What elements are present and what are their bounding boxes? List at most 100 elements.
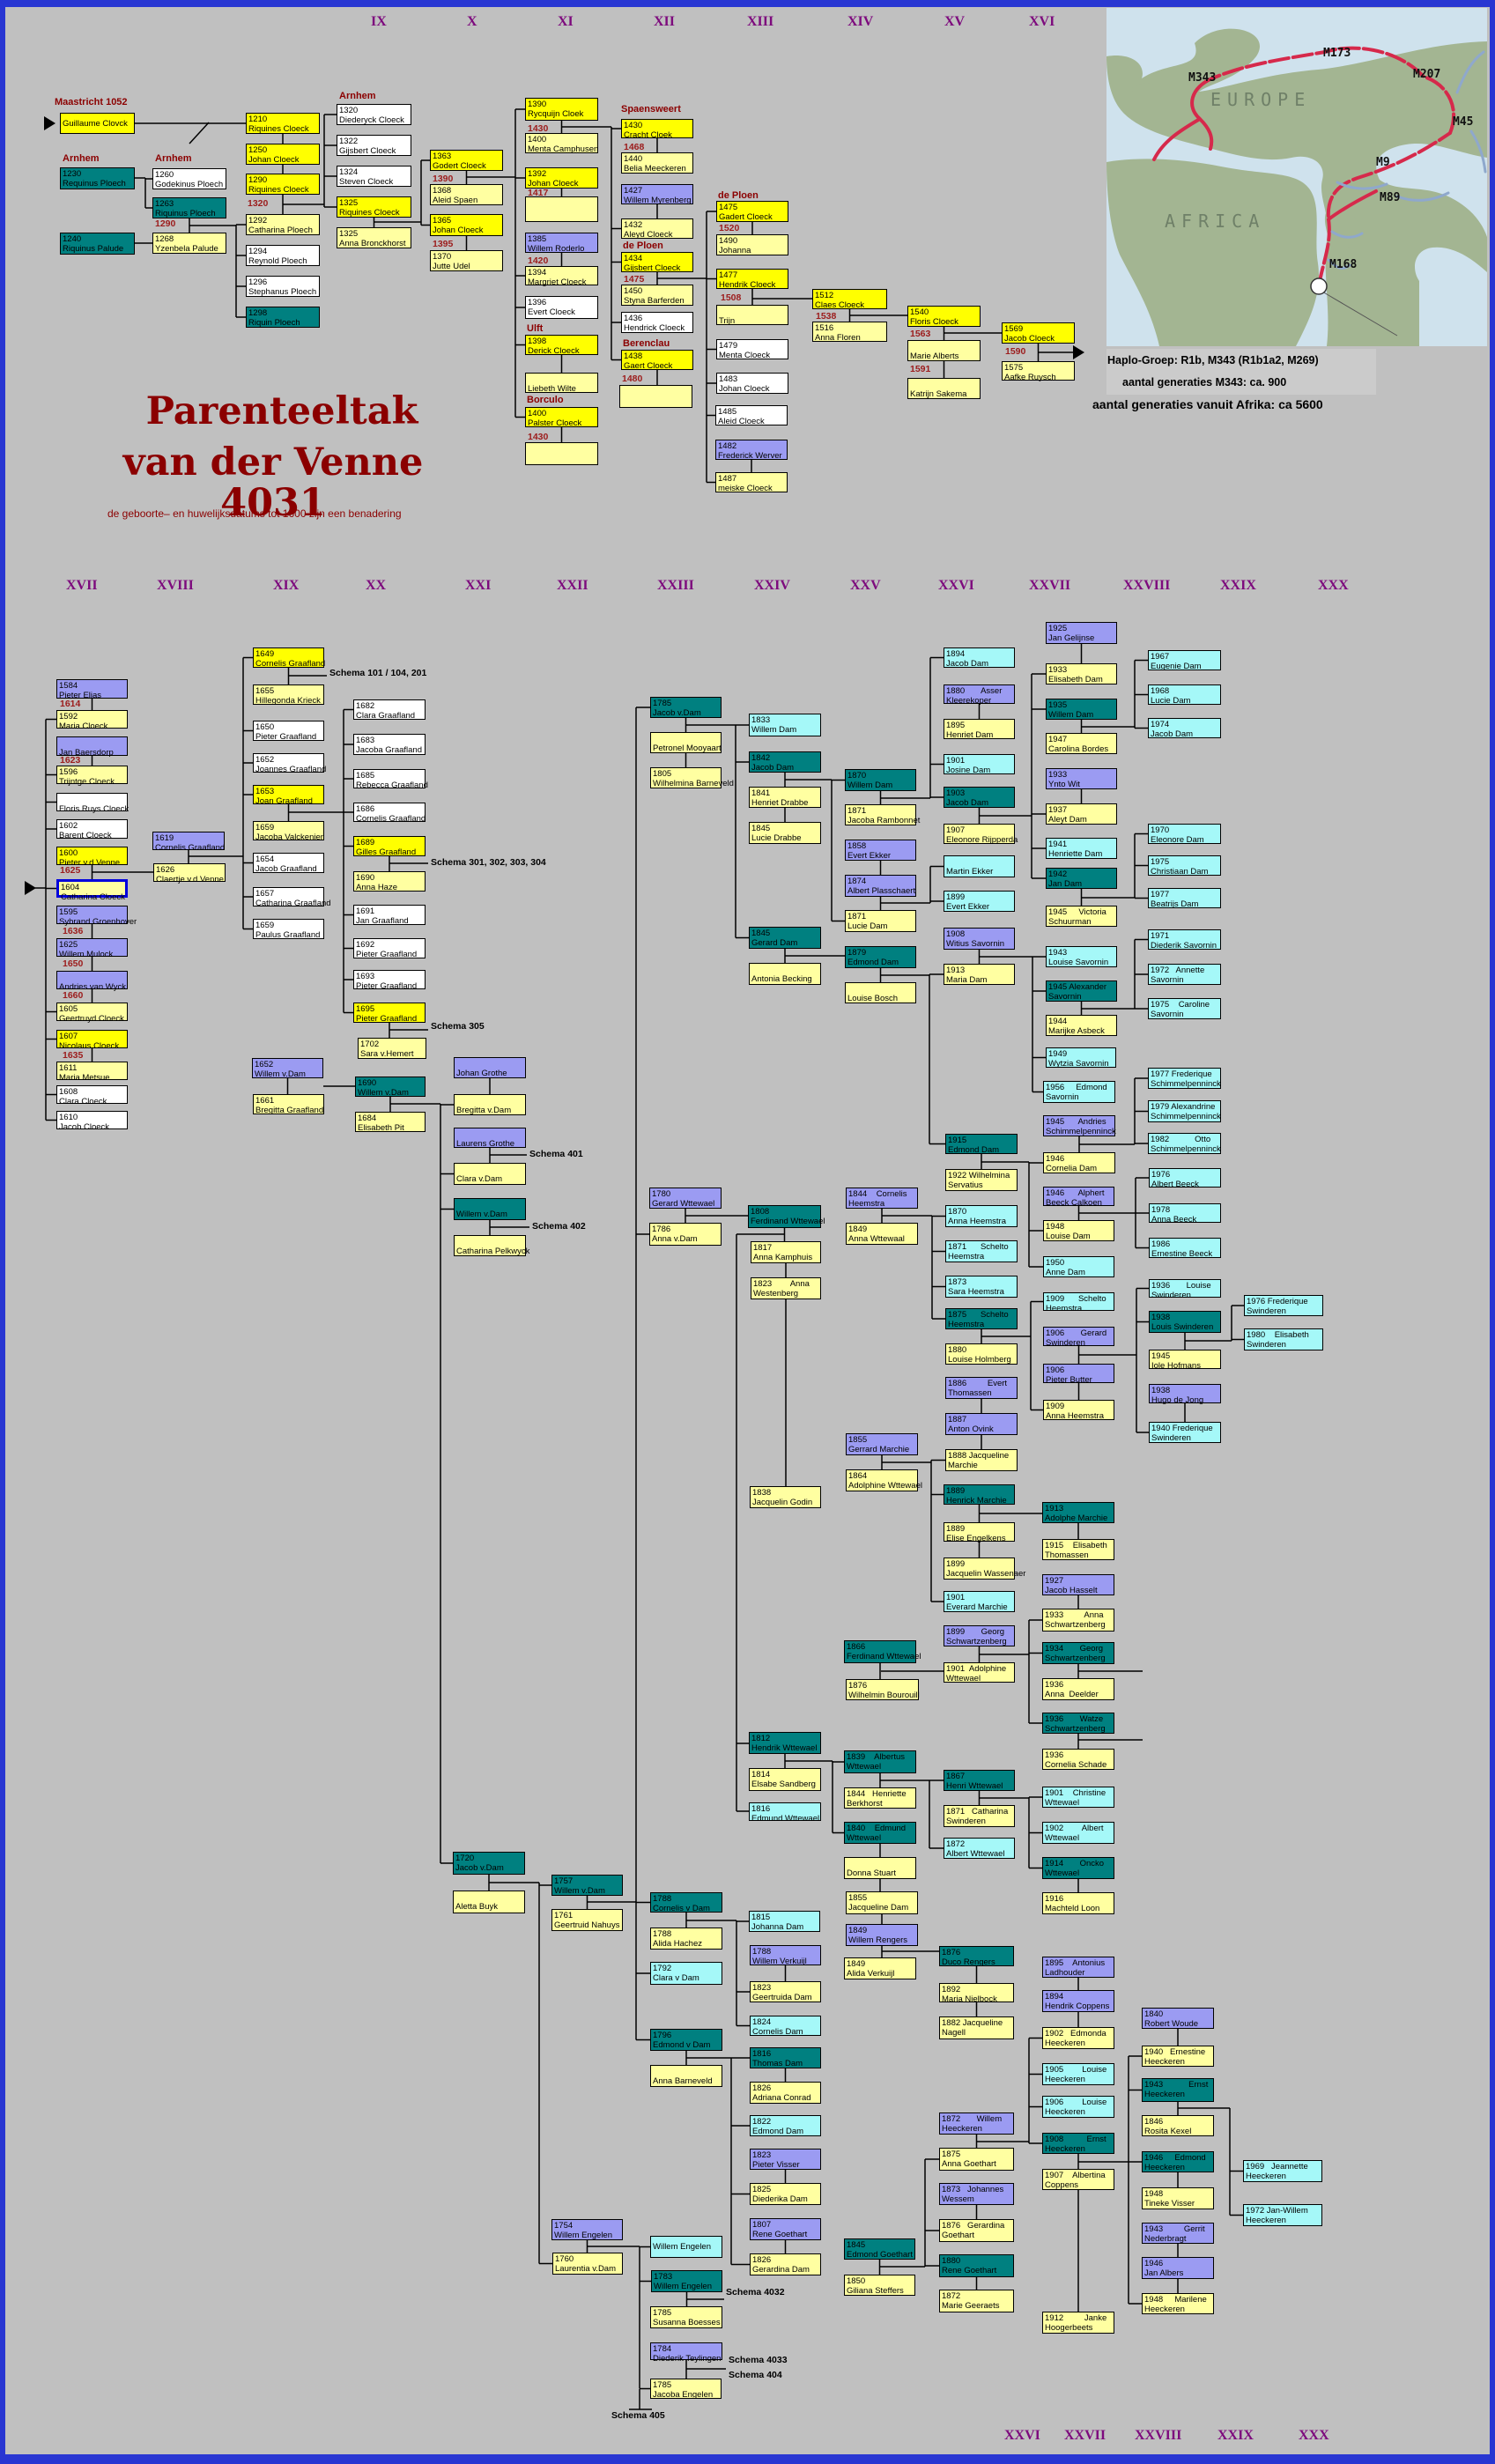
marriage-year-label: 1395 (433, 239, 454, 249)
generation-header-xxi: XXI (465, 578, 492, 593)
person-year: 1971 (1151, 931, 1170, 941)
person-box: 1760 Laurentia v.Dam (552, 2253, 623, 2275)
continuation-arrow-icon (25, 881, 36, 895)
generation-header-xiv: XIV (847, 14, 874, 29)
person-box: 1936 Anna Deelder (1042, 1678, 1114, 1700)
person-year: 1477 (719, 270, 738, 280)
person-year: 1895 Antonius (1045, 1958, 1106, 1968)
person-year: 1940 Frederique (1151, 1424, 1213, 1433)
generation-header-xii: XII (654, 14, 676, 29)
person-year: 1909 Schelto (1046, 1294, 1106, 1304)
person-box: Petronel Mooyaart (650, 732, 722, 753)
person-box: 1901 Adolphine Wttewael (944, 1662, 1015, 1683)
person-year: 1325 (339, 198, 359, 208)
connector-line (189, 122, 210, 144)
page-title-line1: Parenteeltak (145, 389, 418, 433)
person-box: 1936 Watze Schwartzenberg (1042, 1713, 1114, 1734)
person-year (719, 307, 786, 316)
person-name: Thomassen (948, 1388, 992, 1398)
person-year: 1485 (718, 407, 737, 417)
person-box: 1948 Marilene Heeckeren (1142, 2293, 1214, 2314)
person-box: Willem Engelen (650, 2236, 722, 2258)
person-box: Catharina Pelkwyck (454, 1235, 529, 1256)
person-box: 1839 Albertus Wttewael (844, 1750, 916, 1773)
person-name: Anna Barneveld (653, 2076, 713, 2086)
person-box: 1450 Styna Barferden (621, 285, 693, 306)
person-year: 1876 (942, 1948, 961, 1957)
person-name: Savornin (1151, 1010, 1184, 1019)
person-box (525, 196, 598, 222)
person-year: 1686 (356, 804, 375, 814)
person-name: Frederick Werver (718, 451, 782, 461)
place-label: Spaensweert (621, 104, 681, 115)
person-box: 1975 Christiaan Dam (1148, 855, 1221, 877)
person-name: Gadert Cloeck (719, 212, 773, 222)
person-name: Joannes Graafland (255, 765, 327, 774)
person-year: 1943 (1048, 948, 1068, 958)
person-box: 1398 Derick Cloeck (525, 335, 598, 356)
person-name: Edmond Dam (752, 2127, 804, 2136)
person-year: 1685 (356, 771, 375, 781)
person-year: 1396 (528, 298, 547, 307)
person-name: Willem Mulock (59, 950, 114, 959)
person-name: Aleyd Cloeck (624, 230, 673, 240)
person-name: Willem v.Dam (554, 1886, 605, 1896)
person-box: 1972 Annette Savornin (1148, 964, 1221, 985)
marriage-year-label: 1468 (624, 142, 645, 152)
person-name: Reynold Ploech (248, 256, 307, 266)
schema-label: Schema 101 / 104, 201 (329, 668, 427, 678)
person-name: Jacob Dam (1151, 729, 1194, 739)
person-name: Palster Cloeck (528, 418, 582, 428)
person-box: 1915 Elisabeth Thomassen (1042, 1539, 1114, 1560)
person-name: Diederik Teylingen (653, 2354, 722, 2364)
person-name: Adolphe Marchie (1045, 1513, 1108, 1523)
person-year (59, 738, 125, 748)
person-name: Willem Myrenberg (624, 196, 692, 205)
person-name: Beatrijs Dam (1151, 899, 1199, 909)
person-year: 1652 (255, 755, 275, 765)
person-box: 1938 Hugo de Jong (1149, 1384, 1221, 1405)
generation-header-xx: XX (366, 578, 387, 593)
person-year (59, 795, 125, 804)
person-name: Aleid Spaen (433, 196, 478, 205)
person-year: 1210 (248, 115, 268, 124)
generations-africa-text: aantal generaties vanuit Afrika: ca 5600 (1092, 397, 1323, 411)
person-box: 1805 Wilhelmina Barneveld (650, 767, 734, 788)
person-name: Henri Wttewael (946, 1781, 1003, 1791)
person-year: 1986 (1151, 1239, 1171, 1249)
person-box: 1475 Gadert Cloeck (716, 201, 788, 222)
person-box: 1814 Elsabe Sandberg (749, 1768, 821, 1791)
person-box: 1943 Ernst Heeckeren (1142, 2078, 1214, 2102)
person-name: Savornin (1048, 992, 1082, 1002)
person-box: 1873 Sara Heemstra (945, 1276, 1018, 1298)
person-year: 1975 Caroline (1151, 1000, 1210, 1010)
person-name: Rene Goethart (942, 2266, 997, 2275)
person-name: Albert Plasschaert (847, 886, 916, 896)
person-box: 1916 Machteld Loon (1042, 1892, 1114, 1914)
person-box: 1949 Wytzia Savornin (1046, 1047, 1116, 1069)
person-name: Liebeth Wilte (528, 384, 576, 394)
person-box: 1872 Willem Heeckeren (939, 2113, 1014, 2135)
person-box: 1690 Willem v.Dam (355, 1077, 426, 1098)
person-name: Iole Hofmans (1151, 1361, 1201, 1371)
person-name: Anton Ovink (948, 1424, 994, 1434)
person-year: 1487 (718, 474, 737, 484)
person-year (910, 380, 978, 389)
person-box: 1972 Jan-Willem Heeckeren (1243, 2204, 1322, 2226)
person-year: 1845 (751, 929, 771, 938)
person-box: 1786 Anna v.Dam (649, 1223, 722, 1246)
person-year: 1943 Gerrit (1144, 2224, 1205, 2234)
person-name: Alida Hachez (653, 1939, 702, 1949)
person-box: 1874 Albert Plasschaert (845, 875, 916, 897)
person-year: 1823 (752, 2150, 772, 2160)
person-box: 1876 Gerardina Goethart (939, 2219, 1014, 2242)
person-box: 1619 Cornelis Graafland (152, 832, 225, 853)
person-name: Edmond Goethart (847, 2250, 913, 2260)
person-box: 1982 Otto Schimmelpenninck (1148, 1133, 1221, 1154)
person-box: 1720 Jacob v.Dam (453, 1852, 525, 1875)
person-name: Henriette Dam (1048, 849, 1103, 859)
marriage-year-label: 1417 (528, 188, 549, 198)
person-year: 1888 Jacqueline (948, 1451, 1010, 1461)
person-year: 1816 (751, 1804, 771, 1814)
person-name: Jacob Dam (751, 763, 795, 773)
